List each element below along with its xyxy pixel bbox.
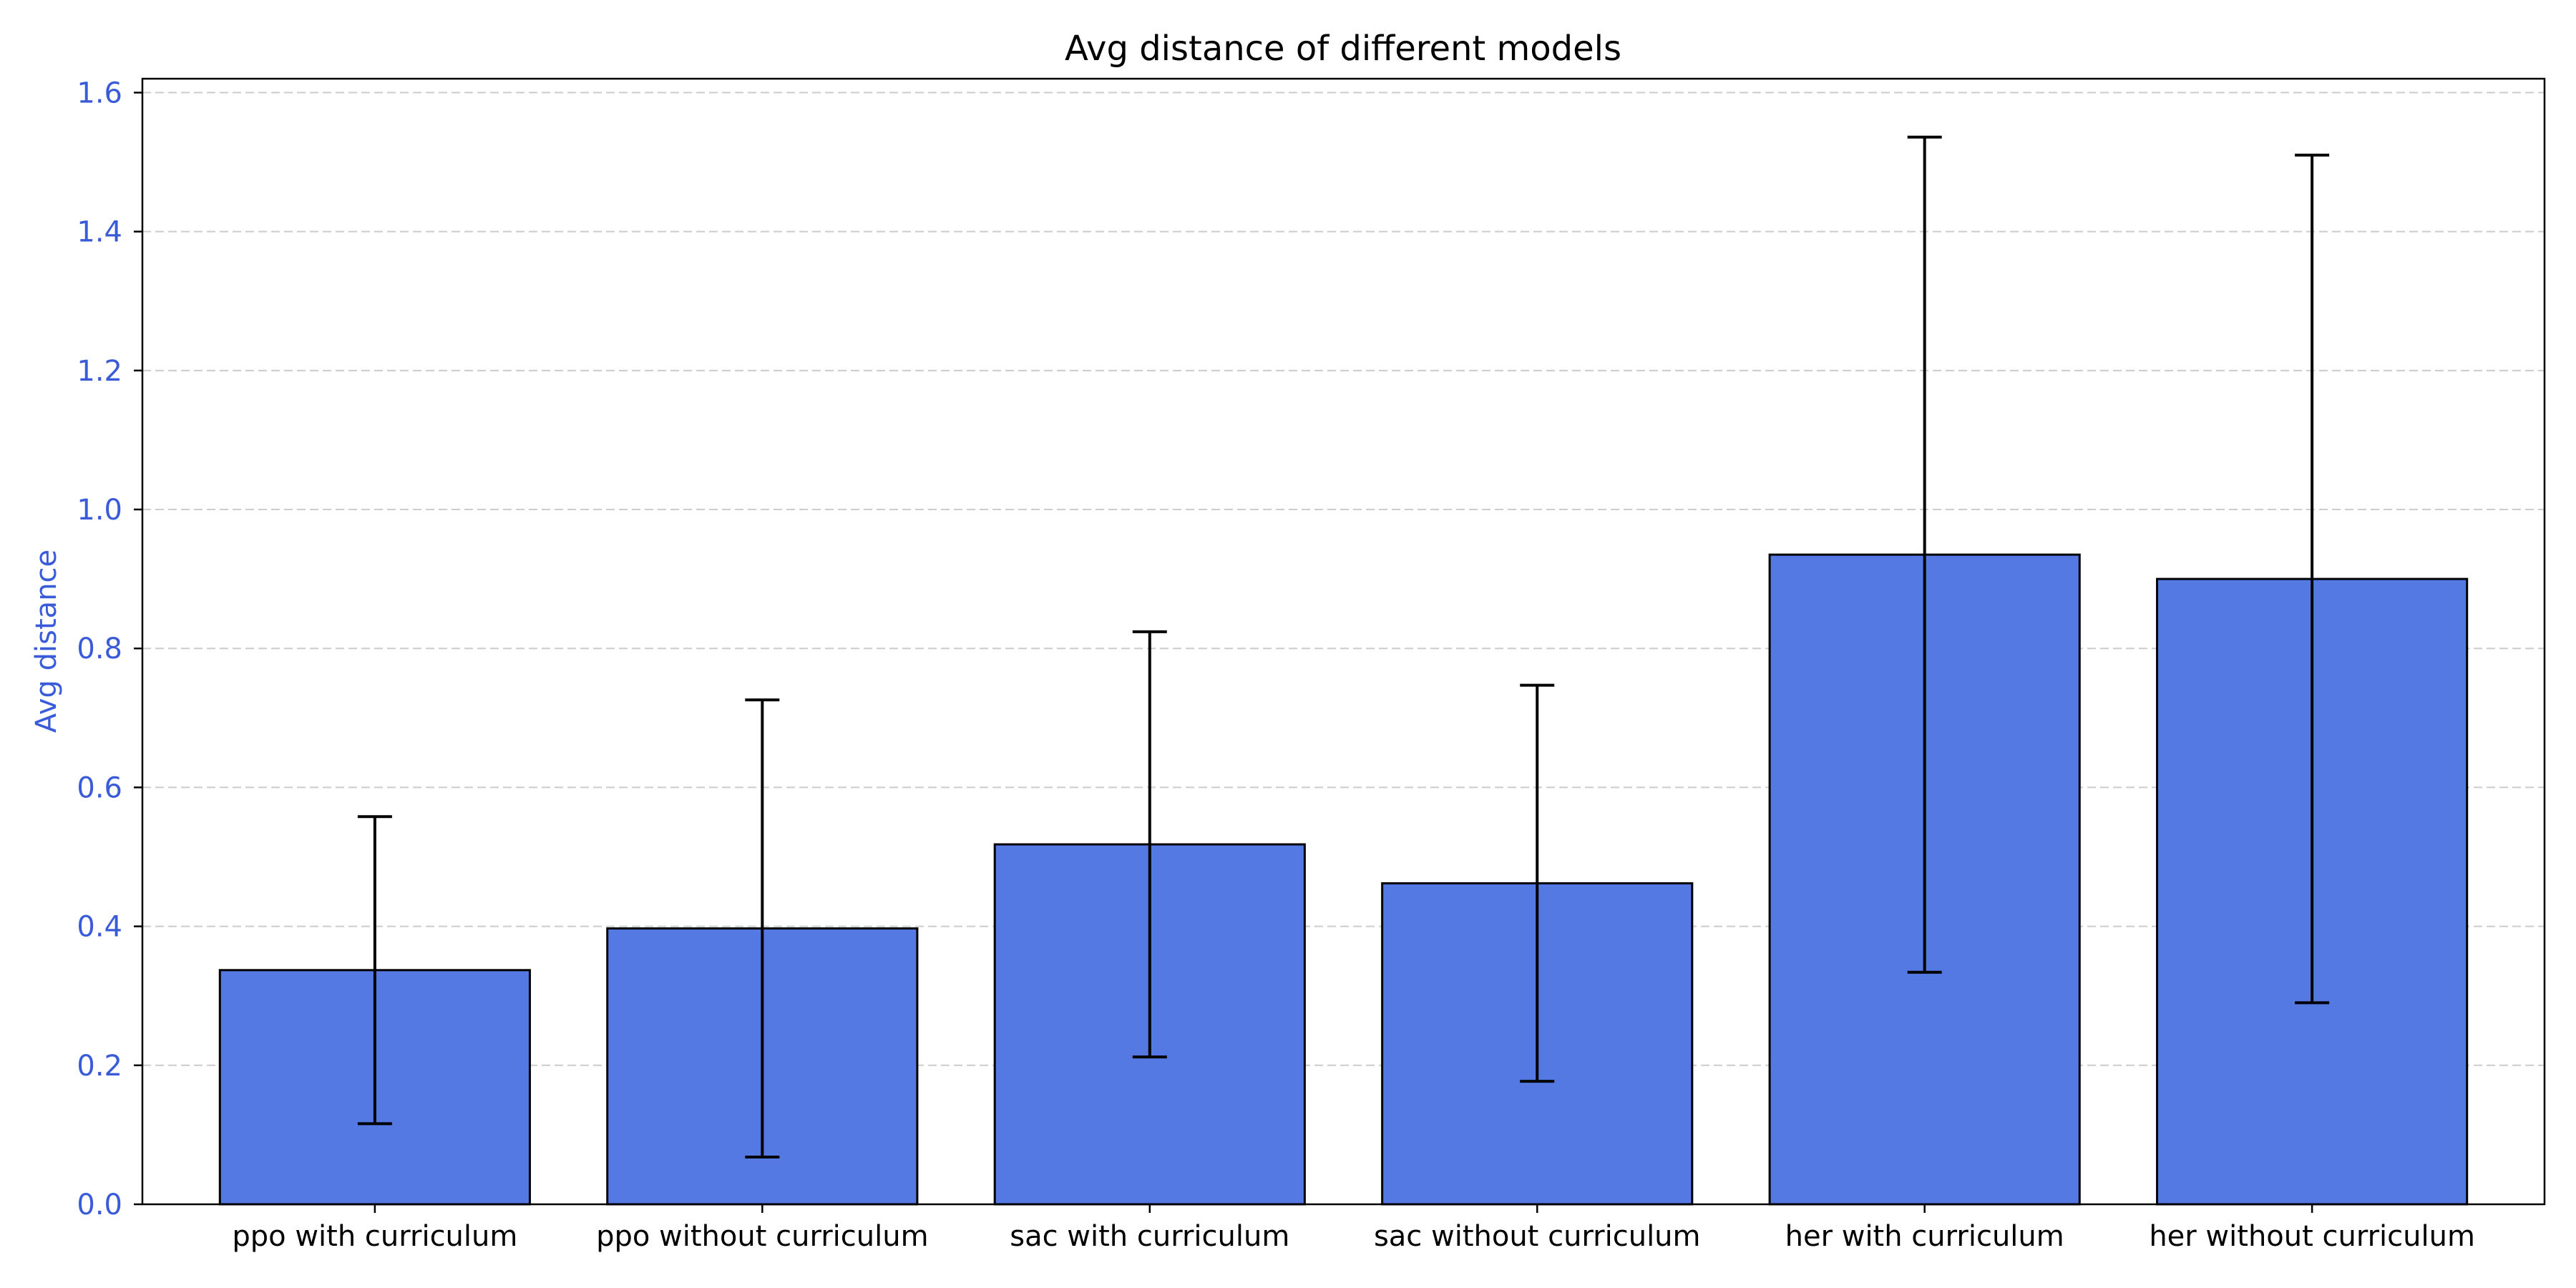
grid-layer [142,92,2545,1066]
y-tick-label: 0.0 [77,1189,122,1221]
y-axis-label: Avg distance [30,550,63,733]
y-tick-label: 0.2 [77,1050,122,1083]
y-tick-label: 1.2 [77,355,122,388]
y-tick-label: 0.4 [77,911,122,944]
y-tick-label: 1.4 [77,216,122,249]
y-tick-label: 0.8 [77,633,122,665]
y-tick-label: 0.6 [77,771,122,804]
x-axis-ticks: ppo with curriculum ppo without curriculu… [232,1204,2475,1253]
chart-title: Avg distance of different models [1065,29,1621,69]
x-tick-label: ppo without curriculum [596,1220,928,1253]
bar-layer [218,553,2469,1206]
y-tick-label: 1.6 [77,77,122,109]
plot-frame [141,77,2546,1206]
x-tick-label: her without curriculum [2149,1220,2475,1253]
x-tick-label: ppo with curriculum [232,1220,517,1253]
x-tick-label: sac without curriculum [1374,1220,1701,1253]
y-axis-ticks: 0.0 0.2 0.4 0.6 0.8 1.0 1.2 1.4 1.6 [77,77,142,1221]
y-tick-label: 1.0 [77,494,122,527]
error-bar-layer [357,135,2330,1158]
x-tick-label: sac with curriculum [1010,1220,1289,1253]
x-tick-label: her with curriculum [1785,1220,2064,1253]
